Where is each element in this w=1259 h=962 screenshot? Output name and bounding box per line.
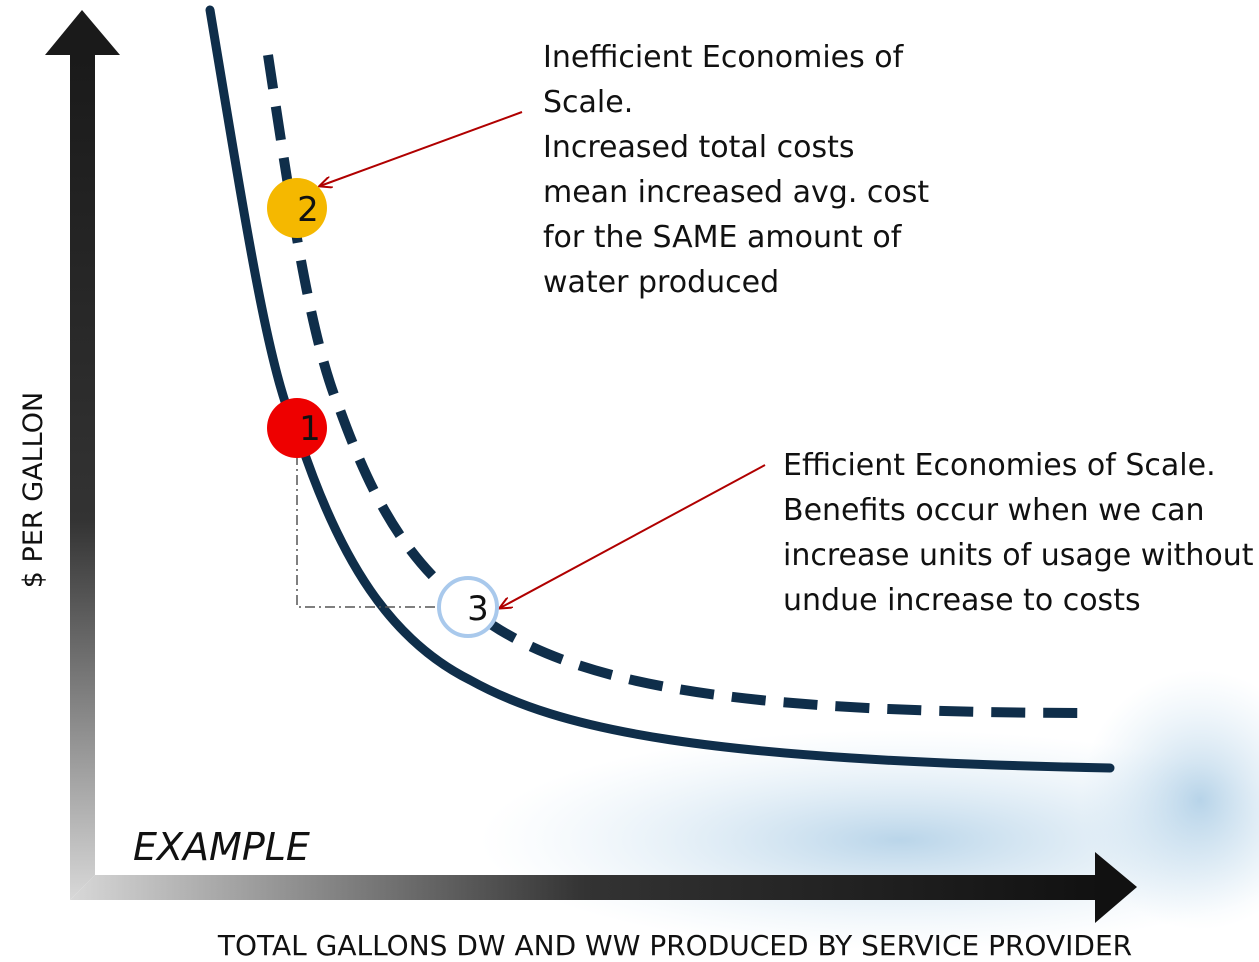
annotation-line: Benefits occur when we can (783, 493, 1205, 528)
shifted-curve (263, 54, 1081, 718)
point-label: 3 (467, 589, 489, 629)
annotation-line: Efficient Economies of Scale. (783, 448, 1216, 483)
y-axis-label: $ PER GALLON (18, 392, 49, 588)
point-marker (437, 576, 499, 638)
guide-line (296, 455, 440, 608)
annotation-line: for the SAME amount of (543, 220, 903, 255)
annotation-arrow (320, 111, 523, 186)
cost-curve (205, 5, 1115, 773)
y-axis (70, 55, 95, 900)
point-label: 1 (299, 409, 321, 449)
point-marker (267, 398, 327, 458)
annotation-line: undue increase to costs (783, 583, 1141, 618)
annotation-line: Increased total costs (543, 130, 855, 165)
x-axis-label: TOTAL GALLONS DW AND WW PRODUCED BY SERV… (217, 929, 1132, 962)
annotation-line: Inefficient Economies of (543, 40, 905, 75)
point-label: 2 (297, 190, 319, 230)
annotation-line: Scale. (543, 85, 633, 120)
annotation-line: increase units of usage without (783, 538, 1254, 573)
annotation-arrow (500, 464, 766, 608)
annotation-line: mean increased avg. cost (543, 175, 929, 210)
point-marker (267, 178, 327, 238)
water-bg (1080, 670, 1259, 930)
y-arrowhead (45, 10, 120, 55)
annotations: Inefficient Economies of Scale. Increased … (543, 40, 1254, 618)
x-axis (70, 875, 1100, 900)
watermark: EXAMPLE (133, 825, 310, 869)
annotation-line: water produced (543, 265, 779, 300)
x-arrowhead (1095, 852, 1137, 923)
